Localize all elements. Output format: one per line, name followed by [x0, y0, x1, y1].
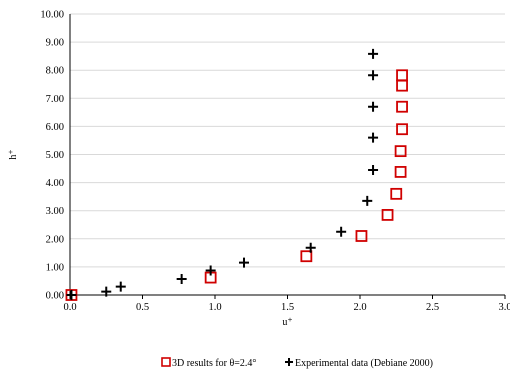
y-tick-label: 3.00 [46, 206, 64, 217]
y-axis-title: h⁺ [8, 149, 19, 159]
plus-marker [368, 70, 379, 81]
plus-marker [336, 226, 347, 237]
legend-plus-marker-icon [285, 358, 293, 366]
square-marker [396, 69, 408, 82]
y-tick-label: 8.00 [46, 66, 64, 77]
y-tick-labels: 0.00 1.00 2.00 3.00 4.00 5.00 6.00 7.00 8.00 9.00… [40, 10, 64, 302]
x-tick-label: 1.0 [208, 302, 221, 313]
y-tick-label: 4.00 [46, 178, 64, 189]
legend: 3D results for θ=2.4° Experimental data … [161, 357, 433, 369]
square-marker [381, 209, 394, 221]
square-marker [300, 250, 313, 263]
plus-marker [368, 101, 379, 112]
x-tick-label: 0.0 [63, 302, 76, 313]
plus-marker [66, 290, 77, 300]
x-tick-label: 1.5 [281, 302, 294, 313]
x-tick-label: 0.5 [136, 302, 149, 313]
square-marker [390, 187, 403, 200]
plus-marker [101, 286, 112, 297]
plus-marker [368, 132, 379, 143]
plus-marker [362, 195, 373, 206]
plus-marker [305, 242, 316, 253]
plus-glyph [285, 358, 293, 366]
plus-marker [368, 48, 379, 59]
axes [69, 14, 506, 299]
plus-marker [368, 164, 379, 175]
y-tick-label: 6.00 [46, 122, 64, 133]
square-marker [394, 145, 407, 158]
square-marker [355, 230, 368, 242]
plus-marker [115, 281, 126, 292]
y-tick-label: 7.00 [46, 94, 64, 105]
plus-marker [205, 265, 216, 276]
y-tick-label: 9.00 [46, 38, 64, 49]
legend-label-experimental: Experimental data (Debiane 2000) [295, 358, 433, 369]
square-marker [396, 79, 408, 92]
gridlines [70, 13, 505, 268]
legend-label-3d-results: 3D results for θ=2.4° [172, 358, 256, 369]
x-tick-label: 3.0 [498, 302, 510, 313]
y-tick-label: 1.00 [46, 262, 64, 273]
square-marker [396, 123, 408, 136]
data-series [65, 48, 408, 301]
square-marker [396, 100, 408, 113]
y-tick-label: 10.00 [40, 10, 64, 21]
plus-marker [176, 273, 187, 284]
y-tick-label: 2.00 [46, 234, 64, 245]
y-tick-label: 5.00 [46, 150, 64, 161]
x-axis-title: u⁺ [282, 317, 292, 328]
legend-square-marker-icon [161, 357, 171, 367]
x-tick-labels: 0.0 0.5 1.0 1.5 2.0 2.5 3.0 [63, 302, 510, 313]
y-tick-label: 0.00 [46, 291, 64, 302]
plus-marker [239, 257, 249, 268]
x-tick-label: 2.5 [426, 302, 439, 313]
x-tick-label: 2.0 [353, 302, 366, 313]
square-marker [394, 166, 407, 178]
